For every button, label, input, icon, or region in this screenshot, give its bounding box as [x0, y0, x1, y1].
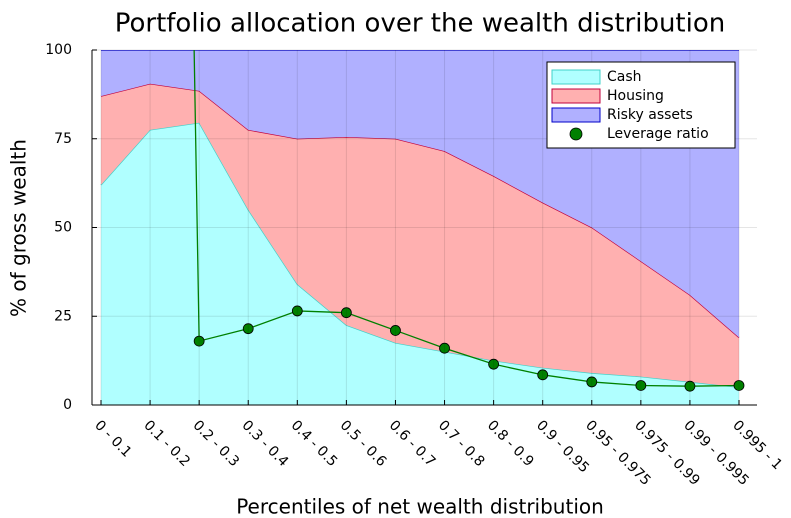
- x-tick-label: 0.7 - 0.8: [435, 417, 488, 470]
- marker: [488, 358, 500, 370]
- x-tick-label: 0.3 - 0.4: [239, 417, 292, 470]
- legend-label: Leverage ratio: [607, 126, 709, 142]
- plot-area: [100, 50, 745, 405]
- x-tick-label: 0.8 - 0.9: [484, 417, 537, 470]
- area: [101, 122, 739, 405]
- marker: [684, 380, 696, 392]
- legend-label: Cash: [607, 69, 642, 85]
- marker: [193, 335, 205, 347]
- legend-swatch: [551, 88, 601, 104]
- chart-title: Portfolio allocation over the wealth dis…: [115, 9, 726, 39]
- legend-label: Housing: [607, 88, 664, 104]
- marker: [340, 307, 352, 319]
- marker: [439, 342, 450, 354]
- marker: [635, 380, 647, 391]
- y-tick-label: 75: [54, 131, 72, 147]
- y-tick-label: 0: [63, 397, 72, 413]
- x-tick-label: 0.6 - 0.7: [386, 417, 439, 470]
- x-tick-label: 0.9 - 0.95: [533, 417, 592, 476]
- area: [101, 83, 739, 388]
- legend-label: Risky assets: [607, 107, 693, 123]
- marker: [242, 323, 254, 335]
- x-tick-label: 0.5 - 0.6: [337, 417, 390, 470]
- x-tick-label: 0.4 - 0.5: [288, 417, 341, 470]
- marker: [390, 325, 401, 336]
- legend-swatch: [551, 107, 601, 123]
- marker: [586, 376, 598, 388]
- marker: [537, 369, 549, 381]
- legend-marker: [569, 127, 583, 141]
- x-tick-label: 0 - 0.1: [91, 417, 134, 460]
- y-tick-label: 50: [54, 220, 72, 236]
- legend-swatch: [551, 69, 601, 85]
- x-tick-label: 0.1 - 0.2: [140, 417, 193, 470]
- y-tick-label: 25: [54, 308, 72, 324]
- y-tick-label: 100: [45, 42, 72, 58]
- y-axis-label: % of gross wealth: [7, 139, 31, 317]
- marker: [291, 305, 303, 317]
- x-axis-label: Percentiles of net wealth distribution: [236, 495, 604, 518]
- marker: [733, 380, 745, 391]
- x-tick-label: 0.2 - 0.3: [189, 417, 242, 470]
